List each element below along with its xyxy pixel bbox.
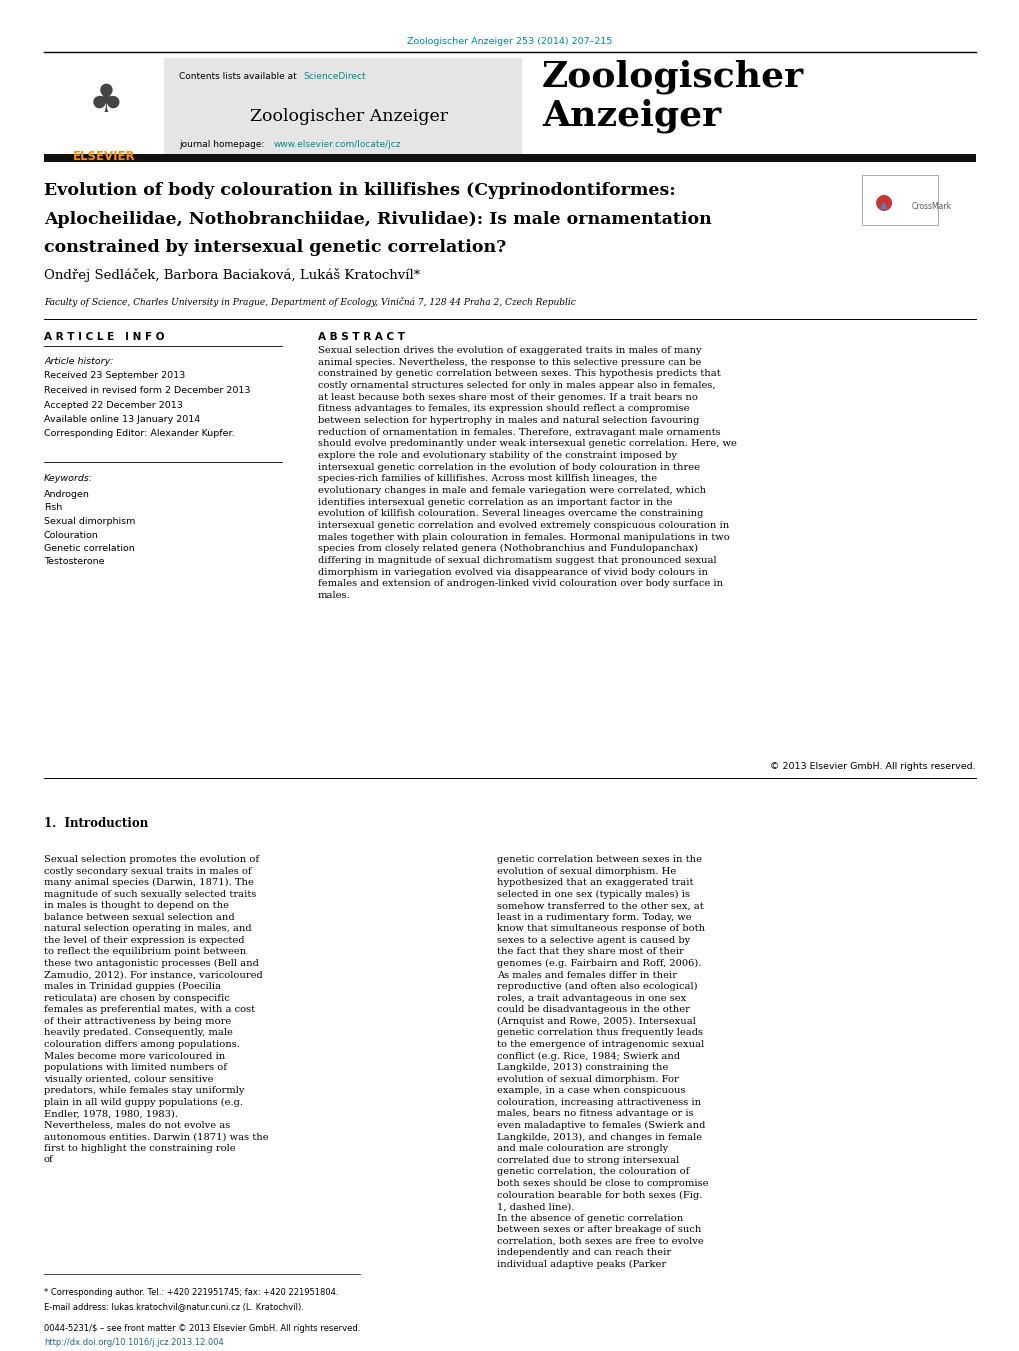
Text: Testosterone: Testosterone [44,558,104,566]
Text: A B S T R A C T: A B S T R A C T [318,332,405,342]
Text: ●: ● [874,192,893,212]
Text: Zoologischer Anzeiger 253 (2014) 207–215: Zoologischer Anzeiger 253 (2014) 207–215 [407,36,612,46]
Text: CrossMark: CrossMark [911,203,951,211]
Text: A R T I C L E   I N F O: A R T I C L E I N F O [44,332,164,342]
Text: Sexual selection drives the evolution of exaggerated traits in males of many
ani: Sexual selection drives the evolution of… [318,346,736,600]
Text: Fish: Fish [44,504,62,512]
Bar [44,154,975,162]
Text: www.elsevier.com/locate/jcz: www.elsevier.com/locate/jcz [274,141,401,149]
Text: Contents lists available at: Contents lists available at [178,72,300,81]
Text: Article history:: Article history: [44,357,113,366]
Bar [861,176,937,226]
Text: ▲: ▲ [879,200,887,209]
Bar [44,58,522,158]
Text: Received in revised form 2 December 2013: Received in revised form 2 December 2013 [44,386,251,394]
Text: Zoologischer
Anzeiger: Zoologischer Anzeiger [541,59,803,132]
Text: Genetic correlation: Genetic correlation [44,544,135,553]
Text: Colouration: Colouration [44,531,99,539]
Text: http://dx.doi.org/10.1016/j.jcz.2013.12.004: http://dx.doi.org/10.1016/j.jcz.2013.12.… [44,1337,223,1347]
Text: Available online 13 January 2014: Available online 13 January 2014 [44,415,200,424]
Text: Keywords:: Keywords: [44,474,93,484]
Text: E-mail address: lukas.kratochvil@natur.cuni.cz (L. Kratochvíl).: E-mail address: lukas.kratochvil@natur.c… [44,1302,304,1310]
Text: © 2013 Elsevier GmbH. All rights reserved.: © 2013 Elsevier GmbH. All rights reserve… [769,762,975,771]
Text: Androgen: Androgen [44,490,90,499]
Text: Sexual dimorphism: Sexual dimorphism [44,517,136,526]
Bar [44,58,164,155]
Text: Accepted 22 December 2013: Accepted 22 December 2013 [44,400,182,409]
Text: Zoologischer Anzeiger: Zoologischer Anzeiger [250,108,447,126]
Text: 1.  Introduction: 1. Introduction [44,817,148,830]
Text: Received 23 September 2013: Received 23 September 2013 [44,372,185,381]
Text: constrained by intersexual genetic correlation?: constrained by intersexual genetic corre… [44,239,505,255]
Text: Faculty of Science, Charles University in Prague, Department of Ecology, Viničná: Faculty of Science, Charles University i… [44,297,575,307]
Text: Aplocheilidae, Nothobranchiidae, Rivulidae): Is male ornamentation: Aplocheilidae, Nothobranchiidae, Rivulid… [44,211,711,227]
Text: Corresponding Editor: Alexander Kupfer.: Corresponding Editor: Alexander Kupfer. [44,430,234,439]
Text: journal homepage:: journal homepage: [178,141,267,149]
Text: ELSEVIER: ELSEVIER [72,150,136,163]
Text: * Corresponding author. Tel.: +420 221951745; fax: +420 221951804.: * Corresponding author. Tel.: +420 22195… [44,1288,338,1297]
Text: ScienceDirect: ScienceDirect [303,72,365,81]
Text: Sexual selection promotes the evolution of
costly secondary sexual traits in mal: Sexual selection promotes the evolution … [44,855,268,1165]
Text: Evolution of body colouration in killifishes (Cyprinodontiformes:: Evolution of body colouration in killifi… [44,182,676,199]
Text: $\clubsuit$: $\clubsuit$ [88,82,120,120]
Text: 0044-5231/$ – see front matter © 2013 Elsevier GmbH. All rights reserved.: 0044-5231/$ – see front matter © 2013 El… [44,1324,360,1333]
Text: genetic correlation between sexes in the
evolution of sexual dimorphism. He
hypo: genetic correlation between sexes in the… [496,855,708,1269]
Text: Ondřej Sedláček, Barbora Baciaková, Lukáš Kratochvíl*: Ondřej Sedláček, Barbora Baciaková, Luká… [44,267,420,282]
